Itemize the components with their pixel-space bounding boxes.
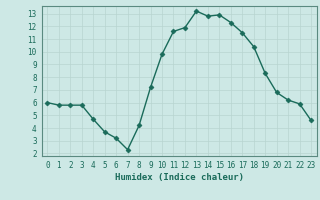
X-axis label: Humidex (Indice chaleur): Humidex (Indice chaleur) bbox=[115, 173, 244, 182]
